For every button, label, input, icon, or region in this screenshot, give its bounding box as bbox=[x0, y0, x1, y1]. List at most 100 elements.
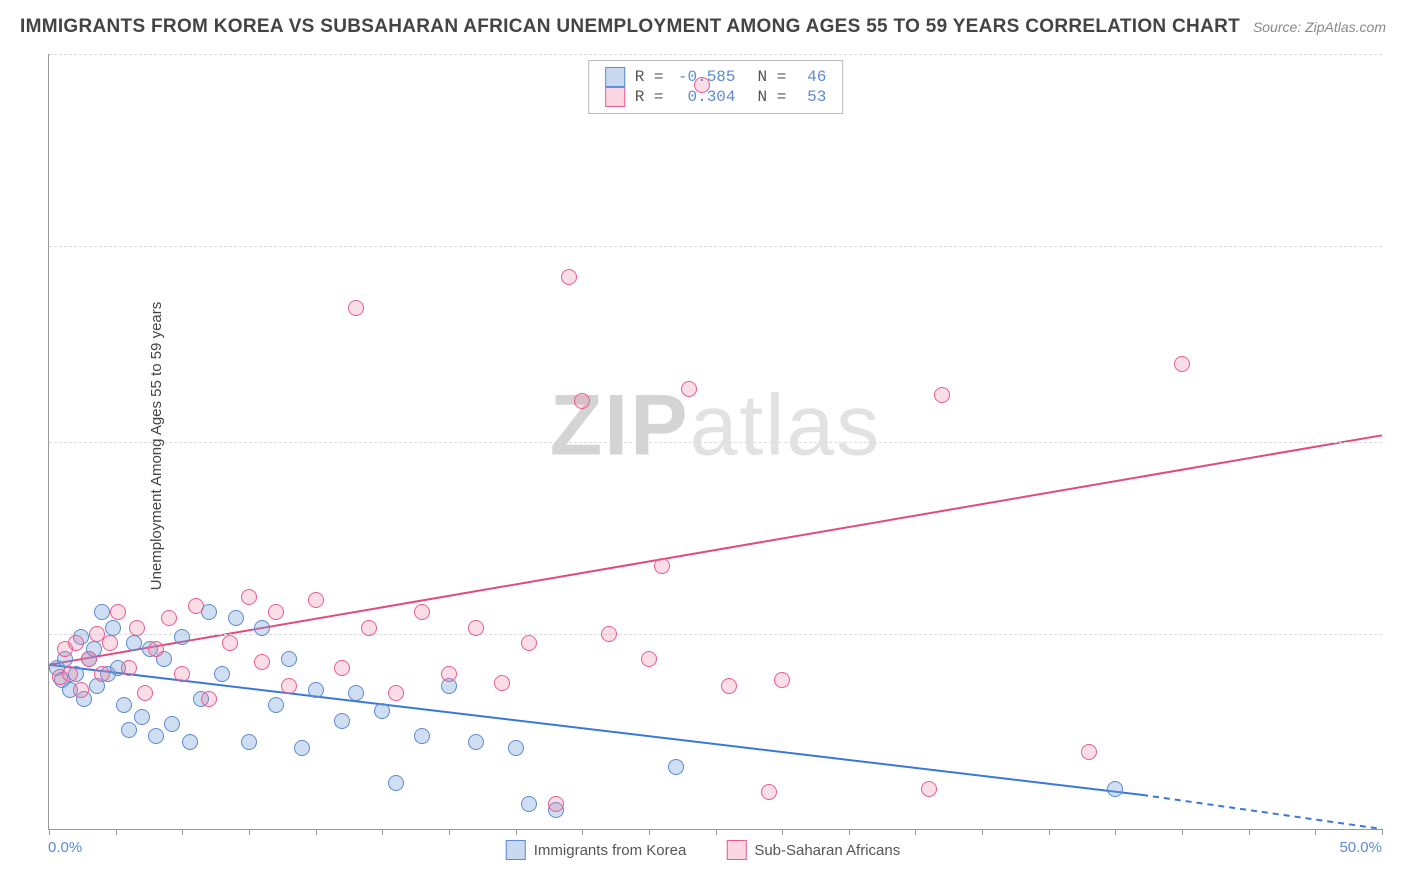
data-point bbox=[254, 620, 270, 636]
gridline bbox=[49, 246, 1382, 247]
data-point bbox=[241, 734, 257, 750]
trend-line bbox=[49, 435, 1382, 664]
stats-row-blue: R = -0.585 N = 46 bbox=[605, 67, 827, 87]
data-point bbox=[94, 604, 110, 620]
data-point bbox=[1107, 781, 1123, 797]
data-point bbox=[254, 654, 270, 670]
n-value-pink: 53 bbox=[796, 88, 826, 106]
data-point bbox=[148, 728, 164, 744]
data-point bbox=[121, 722, 137, 738]
data-point bbox=[468, 620, 484, 636]
data-point bbox=[934, 387, 950, 403]
trend-line-extrapolated bbox=[1142, 795, 1382, 829]
x-tick bbox=[849, 829, 850, 835]
x-tick bbox=[982, 829, 983, 835]
x-tick bbox=[1049, 829, 1050, 835]
x-tick bbox=[316, 829, 317, 835]
data-point bbox=[308, 682, 324, 698]
x-tick bbox=[782, 829, 783, 835]
data-point bbox=[521, 635, 537, 651]
swatch-blue bbox=[605, 67, 625, 87]
data-point bbox=[641, 651, 657, 667]
data-point bbox=[308, 592, 324, 608]
data-point bbox=[268, 697, 284, 713]
n-label: N = bbox=[758, 68, 787, 86]
gridline bbox=[49, 634, 1382, 635]
data-point bbox=[228, 610, 244, 626]
data-point bbox=[1081, 744, 1097, 760]
data-point bbox=[161, 610, 177, 626]
data-point bbox=[441, 666, 457, 682]
data-point bbox=[137, 685, 153, 701]
data-point bbox=[294, 740, 310, 756]
x-tick bbox=[1382, 829, 1383, 835]
data-point bbox=[694, 77, 710, 93]
data-point bbox=[268, 604, 284, 620]
data-point bbox=[68, 635, 84, 651]
data-point bbox=[182, 734, 198, 750]
gridline bbox=[49, 442, 1382, 443]
data-point bbox=[521, 796, 537, 812]
legend-label-pink: Sub-Saharan Africans bbox=[754, 842, 900, 859]
legend-bottom: Immigrants from Korea Sub-Saharan Africa… bbox=[506, 840, 900, 860]
data-point bbox=[110, 604, 126, 620]
legend-item-pink: Sub-Saharan Africans bbox=[726, 840, 900, 860]
data-point bbox=[174, 666, 190, 682]
data-point bbox=[126, 635, 142, 651]
x-tick bbox=[716, 829, 717, 835]
data-point bbox=[105, 620, 121, 636]
x-tick bbox=[582, 829, 583, 835]
x-tick bbox=[249, 829, 250, 835]
stats-row-pink: R = 0.304 N = 53 bbox=[605, 87, 827, 107]
x-tick bbox=[649, 829, 650, 835]
data-point bbox=[721, 678, 737, 694]
data-point bbox=[201, 691, 217, 707]
x-tick bbox=[1182, 829, 1183, 835]
data-point bbox=[761, 784, 777, 800]
x-min-label: 0.0% bbox=[48, 839, 82, 856]
data-point bbox=[334, 660, 350, 676]
data-point bbox=[348, 300, 364, 316]
x-tick bbox=[116, 829, 117, 835]
data-point bbox=[508, 740, 524, 756]
data-point bbox=[62, 666, 78, 682]
data-point bbox=[148, 641, 164, 657]
x-tick bbox=[516, 829, 517, 835]
data-point bbox=[102, 635, 118, 651]
data-point bbox=[601, 626, 617, 642]
n-value-blue: 46 bbox=[796, 68, 826, 86]
data-point bbox=[361, 620, 377, 636]
x-tick bbox=[382, 829, 383, 835]
trend-line bbox=[49, 665, 1142, 795]
data-point bbox=[774, 672, 790, 688]
x-tick bbox=[49, 829, 50, 835]
x-tick bbox=[915, 829, 916, 835]
data-point bbox=[164, 716, 180, 732]
data-point bbox=[281, 678, 297, 694]
data-point bbox=[1174, 356, 1190, 372]
legend-swatch-blue bbox=[506, 840, 526, 860]
data-point bbox=[921, 781, 937, 797]
n-label: N = bbox=[758, 88, 787, 106]
chart-container: IMMIGRANTS FROM KOREA VS SUBSAHARAN AFRI… bbox=[0, 0, 1406, 892]
data-point bbox=[494, 675, 510, 691]
data-point bbox=[468, 734, 484, 750]
data-point bbox=[281, 651, 297, 667]
data-point bbox=[222, 635, 238, 651]
data-point bbox=[561, 269, 577, 285]
data-point bbox=[334, 713, 350, 729]
x-max-label: 50.0% bbox=[1339, 839, 1382, 856]
legend-label-blue: Immigrants from Korea bbox=[534, 842, 687, 859]
data-point bbox=[241, 589, 257, 605]
x-tick bbox=[182, 829, 183, 835]
data-point bbox=[348, 685, 364, 701]
data-point bbox=[188, 598, 204, 614]
swatch-pink bbox=[605, 87, 625, 107]
plot-area: ZIPatlas R = -0.585 N = 46 R = 0.304 N =… bbox=[48, 54, 1382, 830]
chart-title: IMMIGRANTS FROM KOREA VS SUBSAHARAN AFRI… bbox=[20, 16, 1240, 38]
data-point bbox=[388, 775, 404, 791]
data-point bbox=[654, 558, 670, 574]
data-point bbox=[174, 629, 190, 645]
x-tick bbox=[1249, 829, 1250, 835]
x-tick bbox=[449, 829, 450, 835]
